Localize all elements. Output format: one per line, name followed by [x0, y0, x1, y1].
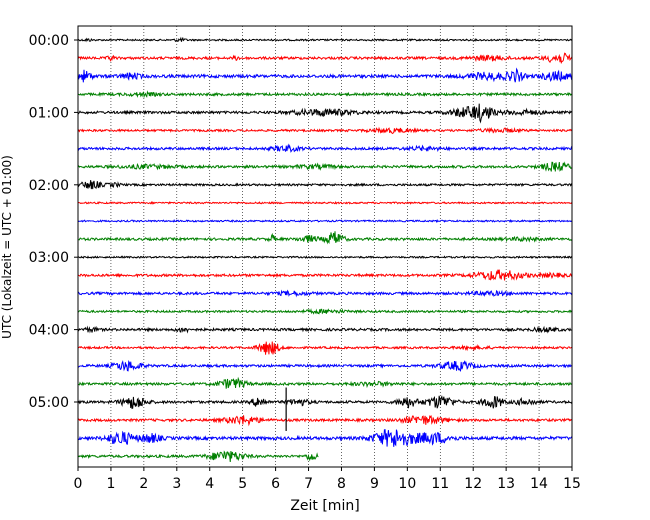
trace-row-14	[77, 289, 573, 298]
x-axis: 0 1 2 3 4 5 6 7 8 9 10 11 12 13 14 15	[74, 467, 581, 492]
x-tick-label: 11	[431, 476, 449, 492]
trace-row-7	[77, 161, 573, 172]
y-axis: 00:00 01:00 02:00 03:00 04:00 05:00	[29, 33, 78, 411]
trace-row-18	[77, 359, 573, 372]
trace-row-5	[77, 126, 573, 135]
trace-row-0	[77, 36, 573, 43]
trace-row-3	[77, 90, 573, 99]
seismic-traces	[77, 36, 573, 462]
y-axis-label: UTC (Lokalzeit = UTC + 01:00)	[0, 155, 14, 339]
trace-row-11	[77, 231, 573, 245]
trace-row-12	[77, 255, 573, 260]
trace-row-4	[77, 103, 573, 124]
trace-row-17	[77, 341, 573, 355]
x-tick-label: 4	[205, 476, 214, 492]
y-tick-label: 05:00	[29, 395, 69, 411]
x-tick-label: 6	[271, 476, 280, 492]
trace-row-13	[77, 269, 573, 281]
trace-row-21	[77, 414, 573, 427]
x-tick-label: 8	[337, 476, 346, 492]
x-tick-label: 10	[398, 476, 416, 492]
x-tick-label: 7	[304, 476, 313, 492]
x-tick-label: 3	[172, 476, 181, 492]
trace-row-19	[77, 376, 573, 389]
trace-row-2	[77, 67, 573, 83]
x-tick-label: 5	[238, 476, 247, 492]
x-tick-label: 14	[530, 476, 548, 492]
plot-frame	[77, 25, 573, 468]
trace-row-8	[77, 180, 573, 190]
trace-row-20	[77, 395, 573, 410]
x-tick-label: 2	[139, 476, 148, 492]
trace-row-22	[77, 429, 573, 447]
x-tick-label: 15	[563, 476, 581, 492]
x-tick-label: 1	[106, 476, 115, 492]
trace-row-6	[77, 143, 573, 153]
y-tick-label: 01:00	[29, 105, 69, 121]
trace-row-16	[77, 325, 573, 334]
trace-row-9	[77, 200, 573, 205]
trace-row-10	[77, 218, 573, 223]
y-tick-label: 00:00	[29, 33, 69, 49]
x-tick-label: 0	[74, 476, 83, 492]
y-tick-label: 02:00	[29, 178, 69, 194]
y-tick-label: 04:00	[29, 323, 69, 339]
trace-row-23	[77, 450, 319, 462]
x-tick-label: 13	[497, 476, 515, 492]
x-tick-label: 9	[370, 476, 379, 492]
x-axis-label: Zeit [min]	[290, 498, 359, 514]
trace-row-15	[77, 308, 573, 315]
trace-row-1	[77, 52, 573, 65]
x-tick-label: 12	[464, 476, 482, 492]
y-tick-label: 03:00	[29, 250, 69, 266]
